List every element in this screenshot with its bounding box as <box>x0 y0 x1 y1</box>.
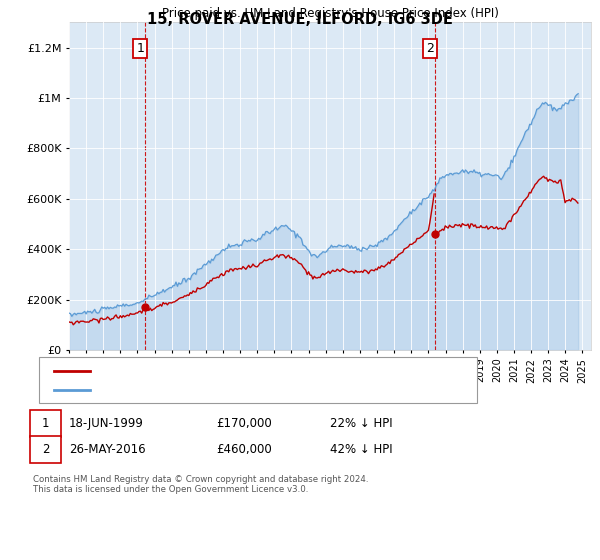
Text: 15, ROVER AVENUE, ILFORD, IG6 3DE: 15, ROVER AVENUE, ILFORD, IG6 3DE <box>147 12 453 27</box>
Title: Price paid vs. HM Land Registry's House Price Index (HPI): Price paid vs. HM Land Registry's House … <box>161 7 499 20</box>
Text: 2: 2 <box>42 442 49 456</box>
Text: 18-JUN-1999: 18-JUN-1999 <box>69 417 144 431</box>
Text: 1: 1 <box>42 417 49 431</box>
Text: 1: 1 <box>136 42 144 55</box>
Text: 22% ↓ HPI: 22% ↓ HPI <box>330 417 392 431</box>
Text: Contains HM Land Registry data © Crown copyright and database right 2024.
This d: Contains HM Land Registry data © Crown c… <box>33 475 368 494</box>
Text: £170,000: £170,000 <box>216 417 272 431</box>
Text: 2: 2 <box>426 42 434 55</box>
Text: 42% ↓ HPI: 42% ↓ HPI <box>330 442 392 456</box>
Text: 26-MAY-2016: 26-MAY-2016 <box>69 442 146 456</box>
Text: £460,000: £460,000 <box>216 442 272 456</box>
Text: 15, ROVER AVENUE, ILFORD, IG6 3DE (detached house): 15, ROVER AVENUE, ILFORD, IG6 3DE (detac… <box>99 366 403 376</box>
Text: HPI: Average price, detached house, Redbridge: HPI: Average price, detached house, Redb… <box>99 385 358 395</box>
